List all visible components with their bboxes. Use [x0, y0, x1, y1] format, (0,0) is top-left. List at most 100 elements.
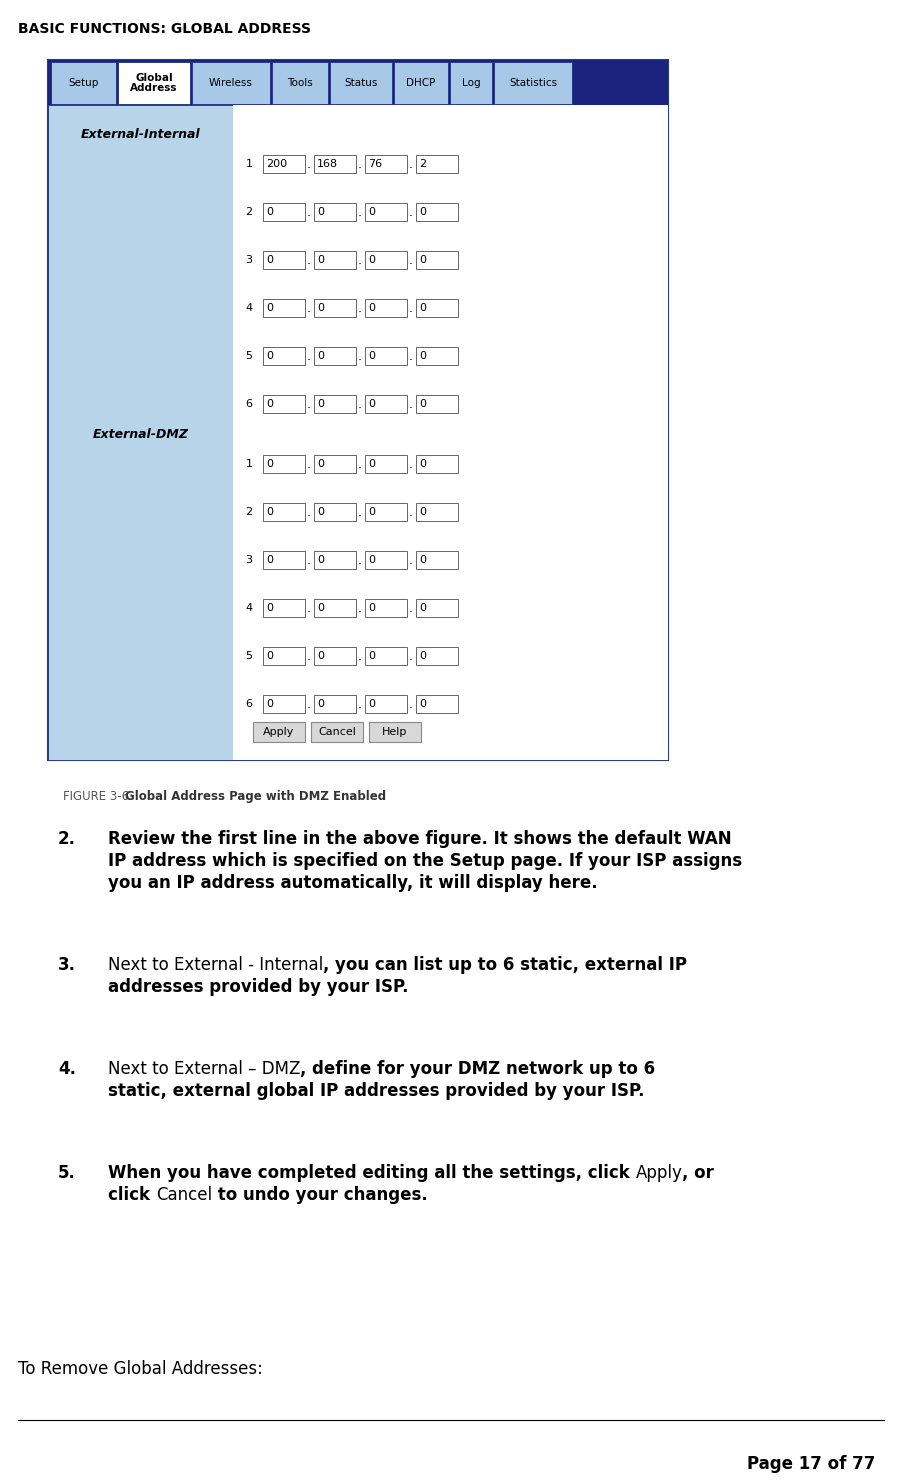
Bar: [416, 551, 458, 569]
Bar: [365, 203, 407, 221]
Text: 2: 2: [245, 507, 253, 517]
Text: 0: 0: [317, 255, 324, 265]
Text: ,: ,: [323, 956, 336, 974]
Text: Cancel: Cancel: [156, 1186, 212, 1203]
Text: .: .: [307, 649, 311, 662]
Text: .: .: [409, 301, 413, 314]
Text: .: .: [358, 253, 362, 267]
Text: static, external global IP addresses provided by your ISP.: static, external global IP addresses pro…: [108, 1082, 645, 1100]
Bar: [314, 299, 356, 317]
Bar: [365, 347, 407, 365]
Text: Statistics: Statistics: [509, 79, 557, 87]
Text: 0: 0: [266, 700, 273, 708]
Bar: [311, 722, 363, 742]
Bar: [394, 62, 448, 104]
Bar: [263, 396, 305, 413]
Text: ,: ,: [300, 1060, 312, 1077]
Text: 0: 0: [266, 554, 273, 565]
Text: 0: 0: [266, 255, 273, 265]
Text: Review the first line in the above figure. It shows the default WAN: Review the first line in the above figur…: [108, 830, 732, 848]
Text: 5: 5: [245, 351, 253, 362]
Bar: [314, 203, 356, 221]
Bar: [263, 455, 305, 473]
Text: .: .: [358, 301, 362, 314]
Text: 0: 0: [317, 399, 324, 409]
Text: .: .: [307, 206, 311, 218]
Bar: [263, 599, 305, 617]
Bar: [314, 648, 356, 665]
Text: 0: 0: [266, 207, 273, 216]
Bar: [48, 59, 668, 105]
Text: .: .: [409, 157, 413, 170]
Text: .: .: [307, 253, 311, 267]
Text: External-Internal: External-Internal: [80, 129, 200, 141]
Text: .: .: [307, 397, 311, 411]
Text: 0: 0: [419, 554, 426, 565]
Text: .: .: [358, 649, 362, 662]
Text: Wireless: Wireless: [209, 79, 253, 87]
Text: .: .: [409, 649, 413, 662]
Text: Global Address Page with DMZ Enabled: Global Address Page with DMZ Enabled: [125, 790, 386, 803]
Text: .: .: [409, 458, 413, 470]
Text: Cancel: Cancel: [318, 728, 356, 737]
Bar: [416, 599, 458, 617]
Text: 200: 200: [266, 159, 287, 169]
Bar: [263, 203, 305, 221]
Text: Help: Help: [382, 728, 408, 737]
Text: Page 17 of 77: Page 17 of 77: [747, 1455, 875, 1473]
Text: click: click: [108, 1186, 156, 1203]
Bar: [314, 347, 356, 365]
Bar: [263, 299, 305, 317]
Bar: [314, 599, 356, 617]
Text: .: .: [409, 350, 413, 363]
Text: When you have completed editing all the settings, click: When you have completed editing all the …: [108, 1163, 636, 1183]
Text: 0: 0: [368, 507, 375, 517]
Bar: [416, 250, 458, 270]
Text: .: .: [409, 253, 413, 267]
Bar: [263, 551, 305, 569]
Text: To Remove Global Addresses:: To Remove Global Addresses:: [18, 1360, 262, 1378]
Bar: [314, 455, 356, 473]
Bar: [416, 203, 458, 221]
Bar: [314, 502, 356, 522]
Text: 3.: 3.: [58, 956, 76, 974]
Text: .: .: [358, 553, 362, 566]
Text: 0: 0: [266, 507, 273, 517]
Text: .: .: [358, 458, 362, 470]
Text: 0: 0: [419, 507, 426, 517]
Bar: [416, 156, 458, 173]
Text: 4.: 4.: [58, 1060, 76, 1077]
Text: .: .: [307, 458, 311, 470]
Bar: [314, 250, 356, 270]
Bar: [263, 347, 305, 365]
Text: 168: 168: [317, 159, 338, 169]
Text: addresses provided by your ISP.: addresses provided by your ISP.: [108, 978, 409, 996]
Text: 0: 0: [266, 651, 273, 661]
Bar: [365, 299, 407, 317]
Text: Global
Address: Global Address: [130, 73, 178, 93]
Text: 0: 0: [368, 603, 375, 614]
Bar: [263, 648, 305, 665]
Text: 2: 2: [245, 207, 253, 216]
Text: 0: 0: [368, 554, 375, 565]
Bar: [494, 62, 572, 104]
Bar: [314, 156, 356, 173]
Bar: [272, 62, 328, 104]
Text: you an IP address automatically, it will display here.: you an IP address automatically, it will…: [108, 874, 598, 892]
Text: IP address which is specified on the Setup page. If your ISP assigns: IP address which is specified on the Set…: [108, 852, 742, 870]
Text: 0: 0: [419, 700, 426, 708]
Text: Apply: Apply: [636, 1163, 683, 1183]
Text: 0: 0: [419, 459, 426, 468]
Text: 0: 0: [266, 302, 273, 313]
Text: Apply: Apply: [263, 728, 295, 737]
Text: .: .: [307, 301, 311, 314]
Text: 3: 3: [245, 255, 253, 265]
Text: 0: 0: [317, 700, 324, 708]
Text: .: .: [358, 505, 362, 519]
Text: 0: 0: [419, 207, 426, 216]
Text: 0: 0: [419, 651, 426, 661]
Text: .: .: [307, 157, 311, 170]
Bar: [450, 62, 492, 104]
Bar: [416, 396, 458, 413]
Text: 0: 0: [317, 651, 324, 661]
